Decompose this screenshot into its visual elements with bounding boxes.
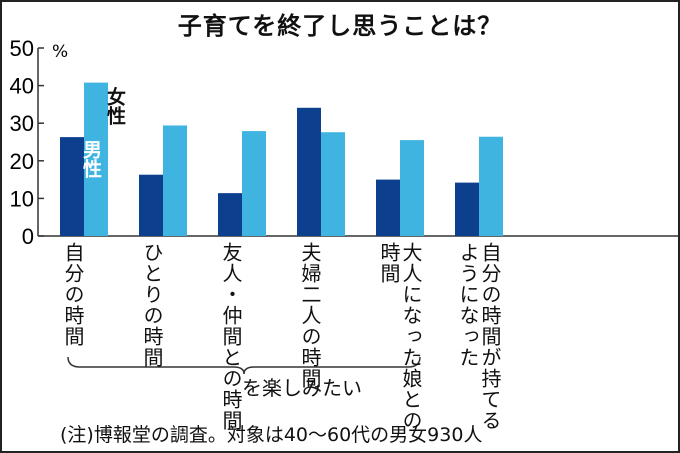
category-label: 友人・仲間との時間 <box>219 242 243 431</box>
bar-female <box>479 136 503 236</box>
bar-male <box>297 107 321 236</box>
chart-title: 子育てを終了し思うことは？ <box>177 12 503 40</box>
y-tick-label: 50 <box>10 36 34 61</box>
y-tick-label: 0 <box>22 224 34 249</box>
y-unit-label: % <box>52 42 68 62</box>
bar-male <box>60 137 84 236</box>
bar-female <box>321 132 345 236</box>
category-label: 夫婦二人の時間 <box>298 242 322 389</box>
bar-female <box>163 125 187 236</box>
bar-male <box>455 182 479 236</box>
category-label: ひとりの時間 <box>140 242 164 368</box>
y-tick-label: 30 <box>10 111 34 136</box>
bar-male <box>139 174 163 236</box>
bar-male <box>376 179 400 236</box>
bracket-label: を楽しみたい <box>242 376 362 400</box>
y-tick-label: 40 <box>10 74 34 99</box>
bracket <box>67 356 421 375</box>
bar-female <box>242 131 266 236</box>
bar-female <box>84 82 108 236</box>
legend-male: 男性 <box>80 140 102 178</box>
y-tick-label: 10 <box>10 186 34 211</box>
y-tick-label: 20 <box>10 149 34 174</box>
legend-female: 女性 <box>104 87 126 125</box>
bar-male <box>218 193 242 236</box>
category-label: 大人になった娘との時間 <box>377 242 423 431</box>
category-label: 自分の時間 <box>61 242 85 347</box>
footnote: (注)博報堂の調査。対象は40～60代の男女930人 <box>60 424 483 446</box>
category-label: 自分の時間が持てるようになった <box>456 242 502 431</box>
bar-female <box>400 140 424 236</box>
